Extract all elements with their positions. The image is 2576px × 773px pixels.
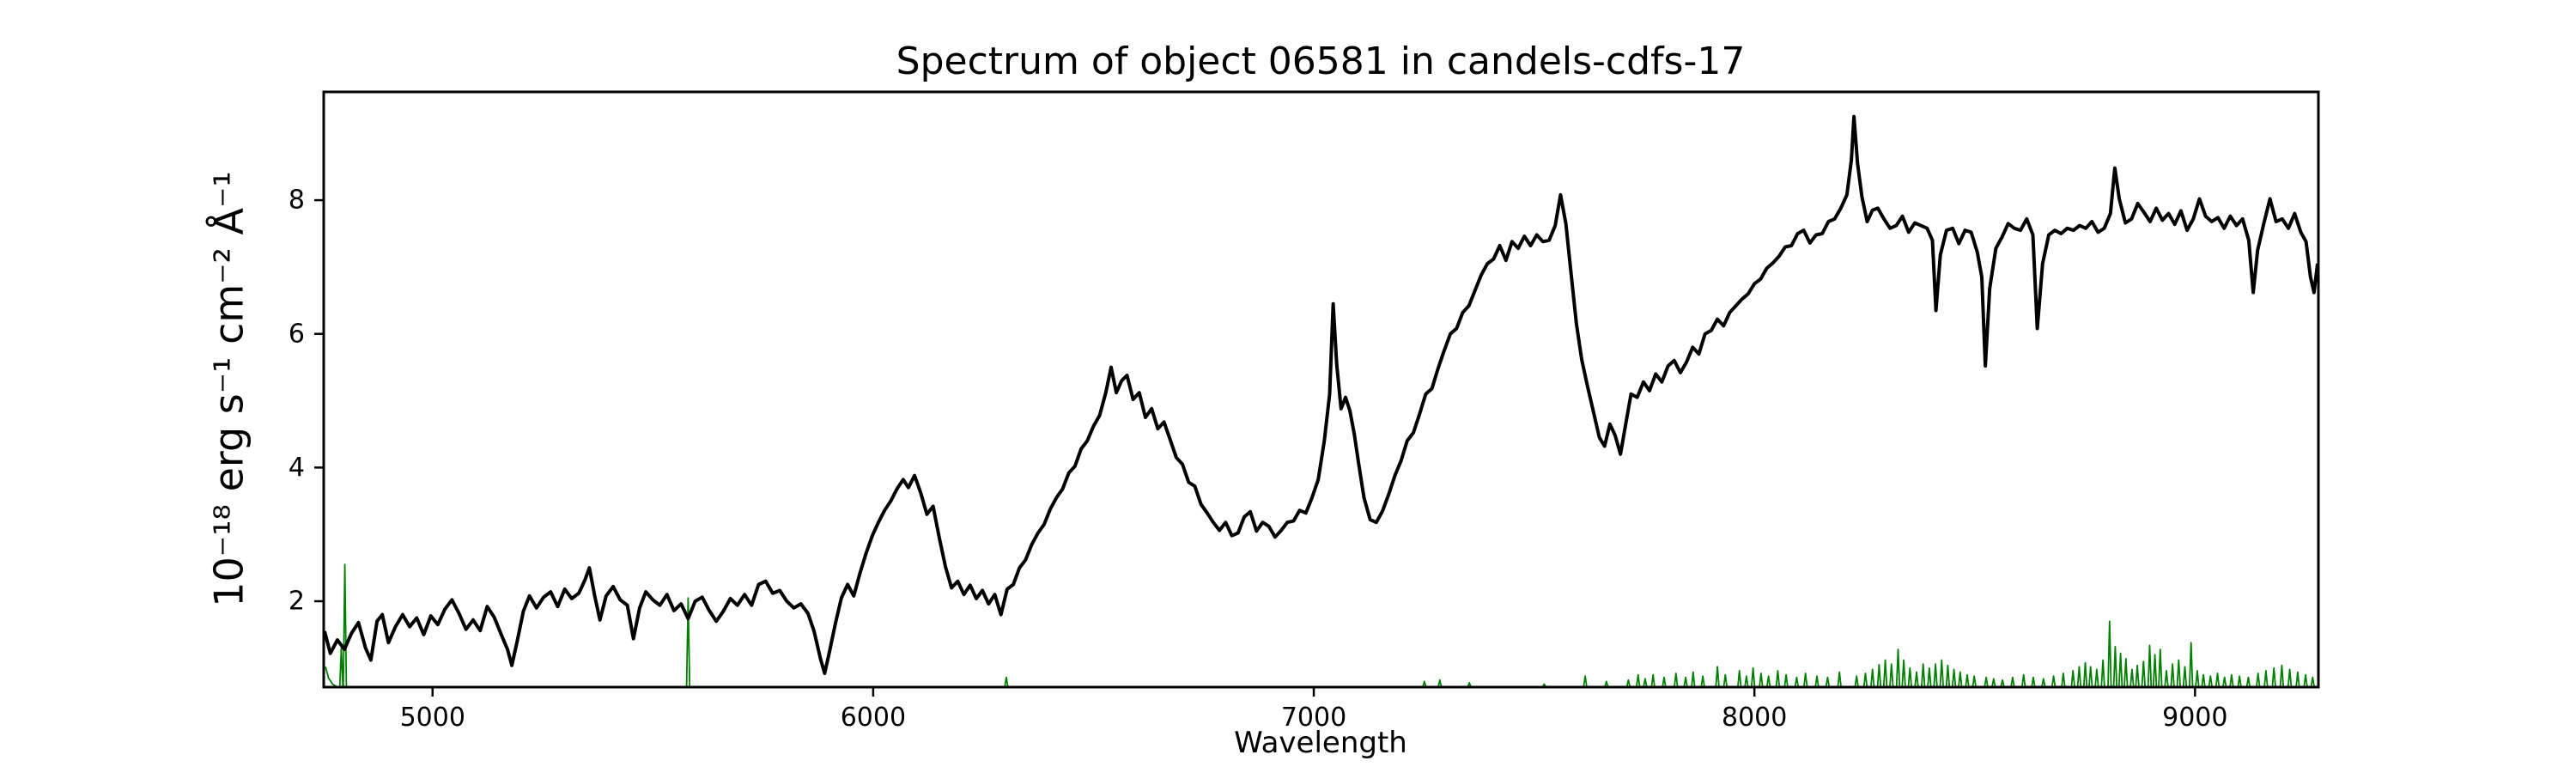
x-tick-label: 5000 (400, 703, 465, 733)
y-tick-label: 2 (289, 587, 305, 617)
sky-spectrum-line (325, 563, 2318, 687)
x-tick-label: 8000 (1722, 703, 1787, 733)
x-tick-label: 7000 (1281, 703, 1346, 733)
plot-frame (322, 90, 2320, 689)
object-spectrum-line (324, 114, 2318, 675)
y-tick-label: 8 (289, 186, 305, 216)
y-tick-label: 4 (289, 453, 305, 483)
x-tick-label: 6000 (841, 703, 906, 733)
chart-title: Spectrum of object 06581 in candels-cdfs… (896, 40, 1746, 83)
x-axis-label: Wavelength (1234, 726, 1407, 760)
x-tick-label: 9000 (2162, 703, 2227, 733)
y-axis-label: 10⁻¹⁸ erg s⁻¹ cm⁻² Å⁻¹ (206, 171, 252, 606)
y-tick-label: 6 (289, 319, 305, 349)
